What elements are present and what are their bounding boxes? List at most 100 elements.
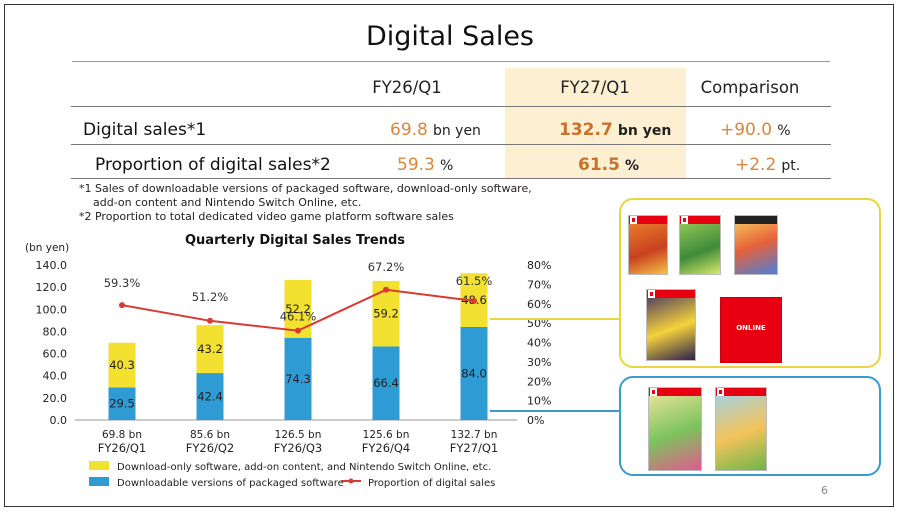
value: +90.0	[720, 120, 773, 140]
y-tick-label: 40.0	[43, 370, 68, 383]
digital-sales-fy27q1: 132.7 bn yen	[559, 120, 671, 140]
y2-tick-label: 30%	[527, 356, 551, 369]
digital-sales-comparison: +90.0 %	[720, 120, 791, 140]
y2-tick-label: 50%	[527, 317, 551, 330]
value: 59.3	[397, 155, 435, 175]
category-label: FY26/Q1	[98, 441, 147, 455]
y2-tick-label: 0%	[527, 414, 544, 427]
bar-label-download-only: 59.2	[373, 307, 399, 321]
y2-tick-label: 10%	[527, 395, 551, 408]
legend-label-proportion: Proportion of digital sales	[368, 478, 495, 489]
page-title: Digital Sales	[365, 21, 534, 52]
bar-packaged	[284, 337, 312, 420]
footnote-2: *2 Proportion to total dedicated video g…	[79, 210, 454, 223]
proportion-point	[119, 302, 125, 309]
bar-packaged	[108, 387, 136, 420]
footnote-1-line-2: add-on content and Nintendo Switch Onlin…	[93, 195, 362, 209]
y2-tick-label: 20%	[527, 375, 551, 388]
proportion-fy27q1: 61.5 %	[578, 155, 639, 175]
value: 132.7	[559, 120, 613, 140]
proportion-fy26q1: 59.3 %	[397, 155, 453, 175]
unit: bn yen	[617, 123, 672, 139]
legend-marker-proportion	[348, 478, 354, 484]
footnote-1-line-1: *1 Sales of downloadable versions of pac…	[79, 182, 532, 195]
y-tick-label: 100.0	[36, 303, 68, 316]
page-number: 6	[821, 484, 828, 497]
y2-tick-label: 80%	[527, 259, 551, 272]
bar-packaged	[460, 327, 488, 420]
y-axis-unit-label: (bn yen)	[25, 242, 69, 254]
legend-swatch-download-only	[89, 461, 109, 470]
bar-total-label: 126.5 bn	[275, 429, 322, 441]
category-label: FY27/Q1	[450, 441, 499, 455]
value: +2.2	[735, 155, 777, 175]
bar-total-label: 69.8 bn	[102, 429, 142, 441]
category-label: FY26/Q2	[186, 441, 235, 455]
legend-swatch-packaged	[89, 477, 109, 486]
y-tick-label: 80.0	[43, 325, 68, 338]
game-box-image	[679, 215, 721, 275]
category-label: FY26/Q4	[362, 441, 411, 455]
game-box-image	[646, 289, 696, 361]
unit: %	[625, 158, 640, 174]
bar-download-only	[108, 342, 136, 388]
unit: bn yen	[432, 123, 481, 139]
bar-total-label: 125.6 bn	[363, 429, 410, 441]
legend-label-packaged: Downloadable versions of packaged softwa…	[117, 478, 344, 489]
y2-tick-label: 70%	[527, 278, 551, 291]
digital-sales-fy26q1: 69.8 bn yen	[390, 120, 481, 140]
packaged-products-panel	[619, 376, 881, 476]
row-label-digital-sales: Digital sales*1	[83, 120, 207, 140]
value: 69.8	[390, 120, 428, 140]
column-header-fy26q1: FY26/Q1	[372, 78, 442, 97]
y-tick-label: 120.0	[36, 281, 68, 294]
y-tick-label: 140.0	[36, 259, 68, 272]
bar-packaged	[196, 373, 224, 420]
bar-label-download-only: 52.2	[285, 302, 311, 316]
chart-title: Quarterly Digital Sales Trends	[184, 233, 405, 248]
bar-label-packaged: 42.4	[197, 390, 223, 404]
proportion-label: 51.2%	[192, 290, 229, 304]
proportion-label: 61.5%	[456, 274, 493, 288]
bar-total-label: 85.6 bn	[190, 429, 230, 441]
bar-label-download-only: 43.2	[197, 342, 223, 356]
column-header-comparison: Comparison	[700, 78, 800, 97]
slide: Digital Sales FY26/Q1 FY27/Q1 Comparison…	[4, 4, 894, 507]
proportion-label: 59.3%	[104, 276, 141, 290]
online-card-image: ONLINE	[720, 297, 782, 363]
y-tick-label: 0.0	[50, 414, 68, 427]
row-label-proportion: Proportion of digital sales*2	[95, 155, 331, 175]
proportion-point	[383, 286, 389, 293]
bar-label-packaged: 84.0	[461, 367, 487, 381]
category-label: FY26/Q3	[274, 441, 323, 455]
y-tick-label: 60.0	[43, 348, 68, 361]
y2-tick-label: 60%	[527, 298, 551, 311]
table-row-rule	[71, 144, 831, 145]
online-card-label: ONLINE	[736, 324, 766, 332]
game-box-image	[715, 387, 767, 471]
y-tick-label: 20.0	[43, 392, 68, 405]
proportion-point	[295, 327, 301, 334]
legend-label-download-only: Download-only software, add-on content, …	[117, 462, 491, 473]
game-box-image	[648, 387, 702, 471]
proportion-point	[471, 297, 477, 304]
bar-total-label: 132.7 bn	[451, 429, 498, 441]
bar-packaged	[372, 346, 400, 420]
bar-label-packaged: 74.3	[285, 372, 311, 386]
unit: %	[439, 158, 454, 174]
bar-label-download-only: 40.3	[109, 358, 135, 372]
proportion-label: 46.1%	[280, 310, 317, 324]
download-only-products-panel: ONLINE	[619, 198, 881, 368]
y2-tick-label: 40%	[527, 337, 551, 350]
current-quarter-highlight	[505, 68, 686, 178]
game-box-image	[734, 215, 778, 275]
bar-download-only	[196, 325, 224, 374]
unit: pt.	[781, 158, 801, 174]
title-divider	[72, 61, 830, 62]
value: 61.5	[578, 155, 620, 175]
game-box-image	[628, 215, 668, 275]
bar-label-packaged: 66.4	[373, 376, 399, 390]
unit: %	[777, 123, 791, 139]
footnote-1: *1 Sales of downloadable versions of pac…	[79, 182, 532, 209]
bar-label-packaged: 29.5	[109, 397, 135, 411]
